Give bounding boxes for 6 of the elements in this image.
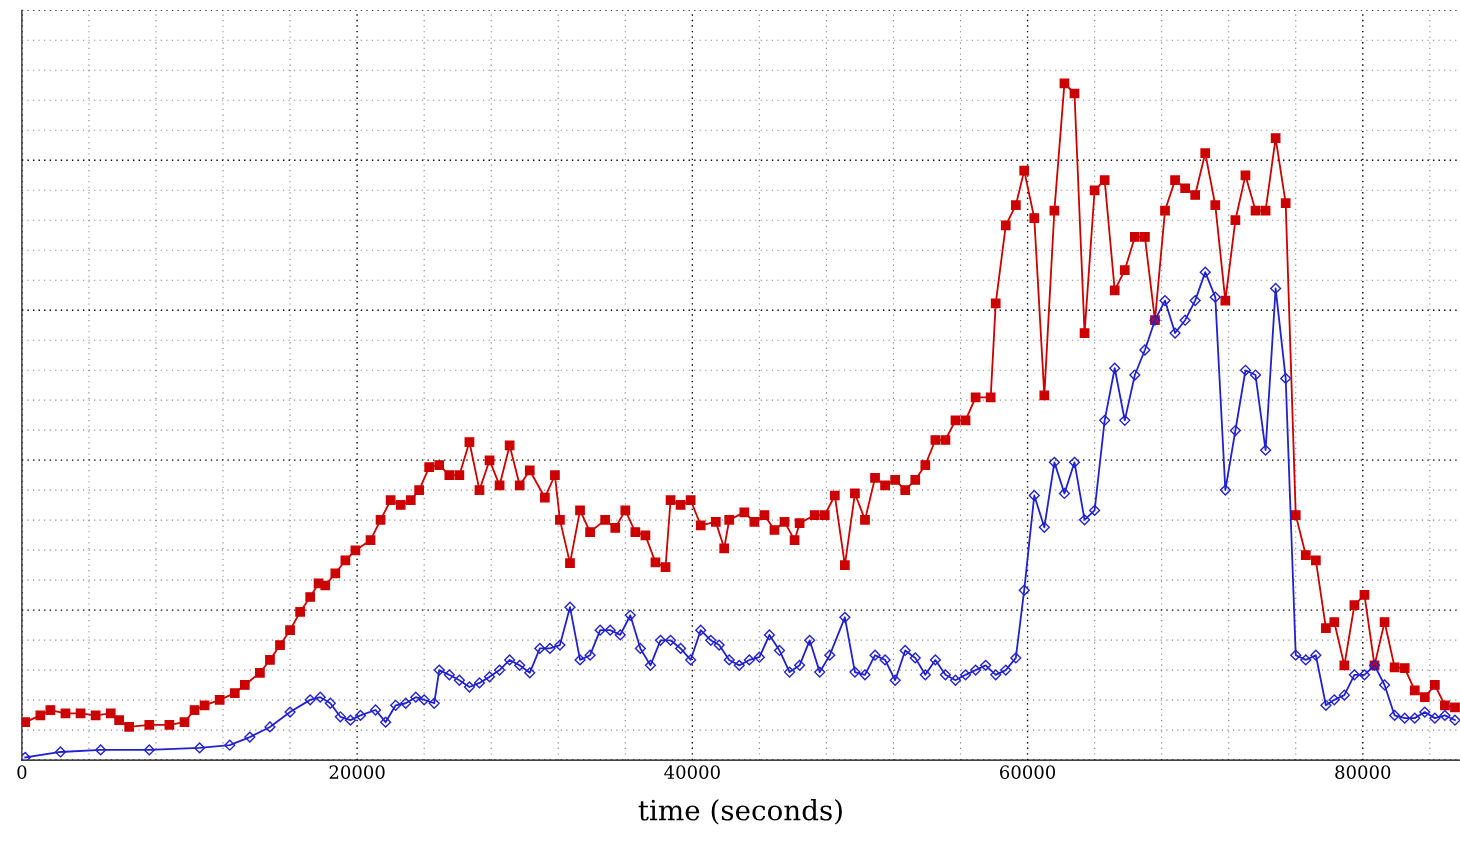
x-axis-title: time (seconds): [638, 799, 842, 825]
x-tick-label: 80000: [1335, 765, 1391, 779]
x-tick-label: 20000: [329, 765, 385, 779]
x-tick-label: 60000: [1000, 765, 1056, 779]
x-tick-label: 0: [17, 765, 27, 779]
x-tick-label: 40000: [664, 765, 720, 779]
